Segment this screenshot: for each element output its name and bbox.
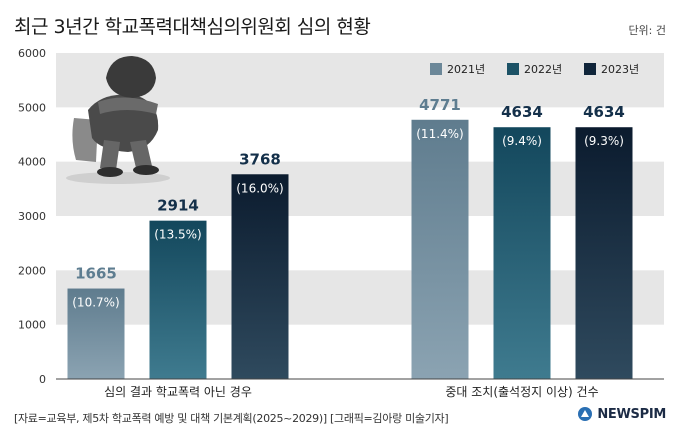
value-label: 1665 <box>75 265 117 283</box>
brand-name: NEWSPIM <box>597 406 666 422</box>
percent-label: (9.3%) <box>584 134 624 148</box>
y-tick-label: 1000 <box>18 319 46 332</box>
legend-swatch <box>507 63 519 75</box>
y-tick-label: 4000 <box>18 156 46 169</box>
brand-logo: NEWSPIM <box>577 406 666 422</box>
bar-2022년-0 <box>149 220 207 379</box>
category-label: 심의 결과 학교폭력 아닌 경우 <box>104 385 252 399</box>
grid-band <box>56 53 664 108</box>
percent-label: (13.5%) <box>154 228 201 242</box>
y-tick-label: 3000 <box>18 210 46 223</box>
percent-label: (10.7%) <box>72 296 119 310</box>
legend-swatch <box>584 63 596 75</box>
source-note: [자료=교육부, 제5차 학교폭력 예방 및 대책 기본계획(2025~2029… <box>14 412 449 425</box>
category-label: 중대 조치(출석정지 이상) 건수 <box>445 385 598 399</box>
value-label: 4634 <box>501 103 543 121</box>
bar-2022년-1 <box>493 127 551 379</box>
y-tick-label: 5000 <box>18 101 46 114</box>
legend-label: 2022년 <box>524 63 562 76</box>
unit-label: 단위: 건 <box>628 24 666 37</box>
percent-label: (9.4%) <box>502 134 542 148</box>
percent-label: (16.0%) <box>236 181 283 195</box>
bar-2021년-1 <box>411 119 469 379</box>
chart-title: 최근 3년간 학교폭력대책심의위원회 심의 현황 <box>14 16 371 38</box>
y-tick-label: 0 <box>39 373 46 386</box>
legend-label: 2021년 <box>447 63 485 76</box>
percent-label: (11.4%) <box>416 127 463 141</box>
newspim-logo-icon <box>578 407 593 421</box>
grid-band <box>56 270 664 325</box>
value-label: 4771 <box>419 96 461 114</box>
bar-2023년-1 <box>575 127 633 379</box>
bar-2021년-0 <box>67 288 125 379</box>
bar-2023년-0 <box>231 174 289 379</box>
value-label: 2914 <box>157 197 199 215</box>
value-label: 4634 <box>583 103 625 121</box>
y-tick-label: 6000 <box>18 47 46 60</box>
legend-swatch <box>430 63 442 75</box>
value-label: 3768 <box>239 150 281 168</box>
y-tick-label: 2000 <box>18 264 46 277</box>
legend-label: 2023년 <box>601 63 639 76</box>
sad-student-illustration <box>66 56 170 184</box>
